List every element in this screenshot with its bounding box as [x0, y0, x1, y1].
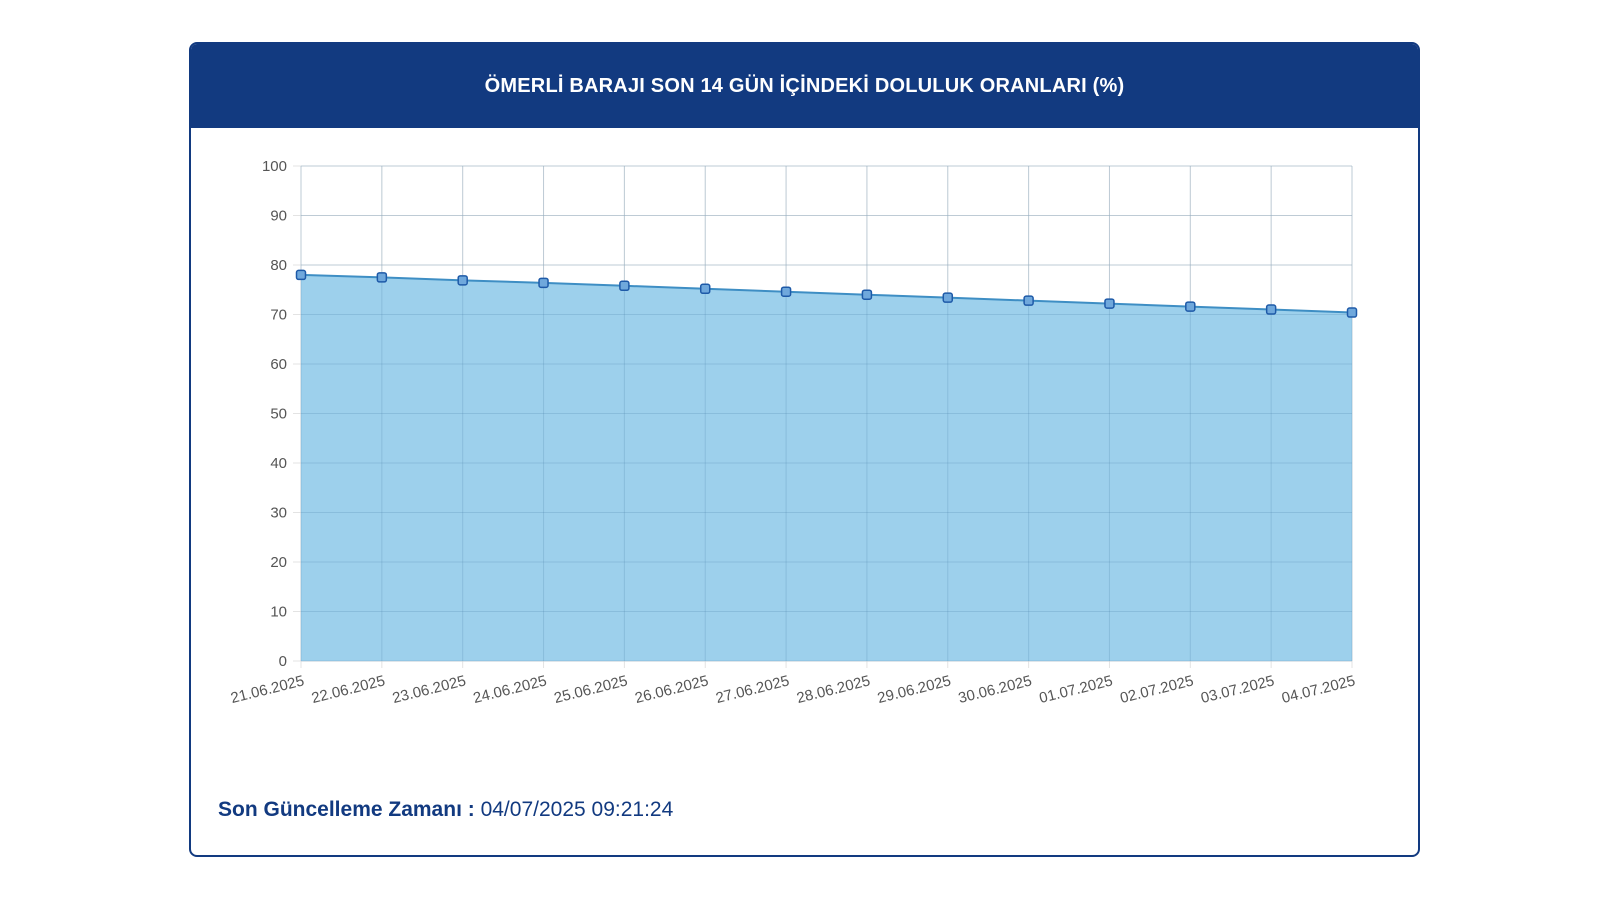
x-tick-label: 04.07.2025: [1280, 672, 1357, 707]
fill-rate-chart: 0 10 20 30 40 50 60 70 80 90 100 21.06.2025 22.06.20…: [229, 158, 1358, 707]
x-tick-label: 28.06.2025: [795, 672, 872, 707]
data-point: [699, 283, 711, 295]
y-tick-label: 80: [270, 257, 287, 274]
data-point: [1346, 307, 1358, 318]
y-tick-label: 40: [270, 455, 287, 472]
series-line: [300, 273, 1353, 314]
x-tick-label: 22.06.2025: [310, 672, 387, 707]
x-tick-label: 03.07.2025: [1199, 672, 1276, 707]
x-tick-label: 29.06.2025: [876, 672, 953, 707]
y-tick-label: 30: [270, 505, 287, 522]
last-update-label: Son Güncelleme Zamanı :: [218, 798, 475, 821]
data-point: [780, 286, 792, 297]
card-title: ÖMERLİ BARAJI SON 14 GÜN İÇİNDEKİ DOLULU…: [484, 74, 1125, 97]
x-tick-label: 30.06.2025: [957, 672, 1034, 707]
x-tick-label: 25.06.2025: [552, 672, 629, 707]
y-tick-label: 0: [279, 653, 287, 670]
x-tick-label: 26.06.2025: [633, 672, 710, 707]
data-point: [295, 269, 307, 281]
y-tick-label: 90: [270, 208, 287, 225]
x-tick-label: 01.07.2025: [1037, 672, 1114, 707]
chart-card: ÖMERLİ BARAJI SON 14 GÜN İÇİNDEKİ DOLULU…: [189, 42, 1420, 857]
card-header: ÖMERLİ BARAJI SON 14 GÜN İÇİNDEKİ DOLULU…: [191, 44, 1418, 128]
data-point: [457, 275, 468, 286]
last-update-value: 04/07/2025 09:21:24: [480, 798, 674, 821]
y-tick-label: 60: [270, 356, 287, 373]
x-tick-label: 24.06.2025: [472, 672, 549, 707]
data-point: [538, 277, 549, 289]
data-point: [1265, 304, 1277, 315]
x-tick-label: 23.06.2025: [391, 672, 468, 707]
y-tick-label: 10: [270, 604, 287, 621]
chart-area: 0 10 20 30 40 50 60 70 80 90 100 21.06.2025 22.06.20…: [191, 128, 1418, 768]
x-tick-label: 02.07.2025: [1118, 672, 1195, 707]
data-point: [861, 289, 873, 300]
y-tick-label: 50: [270, 406, 287, 423]
y-tick-label: 20: [270, 554, 287, 571]
series-area: [301, 274, 1352, 661]
data-point: [1185, 301, 1196, 312]
data-point: [376, 272, 388, 283]
y-tick-label: 100: [262, 158, 287, 175]
x-tick-label: 21.06.2025: [229, 672, 306, 707]
data-point: [942, 292, 954, 303]
x-tick-label: 27.06.2025: [714, 672, 791, 707]
last-update: Son Güncelleme Zamanı : 04/07/2025 09:21…: [218, 798, 673, 822]
data-point: [619, 280, 630, 292]
y-tick-label: 70: [270, 307, 287, 324]
data-point: [1023, 295, 1034, 306]
data-point: [1104, 298, 1115, 309]
